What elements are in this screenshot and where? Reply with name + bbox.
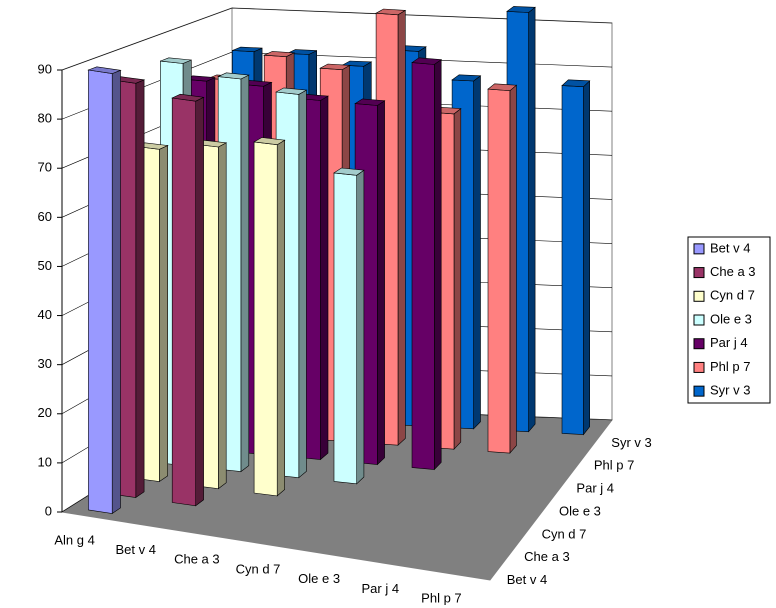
bar <box>87 66 122 515</box>
grid-line <box>61 7 613 71</box>
x-tick-label: Ole e 3 <box>298 571 340 586</box>
bar-side <box>276 139 286 497</box>
bar-side <box>509 84 517 454</box>
bar-front <box>171 97 196 507</box>
bar-top <box>275 87 308 95</box>
bar-top <box>506 6 536 13</box>
bar-top <box>354 98 386 106</box>
y-tick-label: 70 <box>38 160 52 175</box>
bar-top <box>341 60 373 67</box>
bar-top <box>319 63 351 71</box>
x-tick-label: Cyn d 7 <box>236 561 281 576</box>
bar <box>561 79 591 436</box>
depth-tick-label: Che a 3 <box>524 549 570 564</box>
y-tick-label: 60 <box>38 209 52 224</box>
bar-side <box>298 89 307 479</box>
x-tick-label: Par j 4 <box>361 581 399 596</box>
y-tick-label: 40 <box>38 307 52 322</box>
bar-top <box>232 46 263 53</box>
bar-top <box>160 57 192 64</box>
legend-swatch <box>693 361 705 373</box>
bar-top <box>171 93 205 102</box>
bar <box>487 83 518 454</box>
y-tick-label: 30 <box>38 356 52 371</box>
legend-label: Par j 4 <box>710 335 748 350</box>
bar-top <box>253 137 286 146</box>
bar-side <box>356 169 365 485</box>
bar-side <box>135 79 145 499</box>
y-tick-label: 80 <box>38 111 52 126</box>
bar-side <box>320 95 329 461</box>
bar-top <box>451 74 482 82</box>
legend-swatch <box>693 243 705 255</box>
y-tick-label: 10 <box>38 454 52 469</box>
bar-top <box>375 8 407 16</box>
bar-top <box>487 83 518 92</box>
bar-top <box>287 49 317 55</box>
legend-label: Cyn d 7 <box>710 288 755 303</box>
bar-front <box>333 172 358 485</box>
x-tick-label: Phl p 7 <box>421 591 461 606</box>
bar-top <box>411 57 443 65</box>
y-tick-label: 50 <box>38 258 52 273</box>
legend-swatch <box>693 385 705 397</box>
y-tick-label: 20 <box>38 405 52 420</box>
x-tick-label: Bet v 4 <box>115 542 155 557</box>
bar-top <box>87 66 122 74</box>
bar <box>333 167 365 485</box>
bar-front <box>88 69 113 514</box>
legend-label: Syr v 3 <box>710 383 750 398</box>
bar-side <box>218 142 227 490</box>
depth-tick-label: Ole e 3 <box>559 503 601 518</box>
bar-side <box>473 75 481 430</box>
bar <box>253 137 286 497</box>
legend-swatch <box>693 267 705 279</box>
bar-side <box>377 100 385 466</box>
x-tick-label: Aln g 4 <box>54 532 94 547</box>
bar-top <box>217 72 250 80</box>
bar-top <box>263 51 296 58</box>
legend-swatch <box>693 314 705 326</box>
y-tick-label: 90 <box>38 61 52 76</box>
depth-tick-label: Bet v 4 <box>507 572 547 587</box>
bar-front <box>253 141 278 497</box>
depth-tick-label: Par j 4 <box>576 481 614 496</box>
legend-swatch <box>693 338 705 350</box>
bar-side <box>583 80 591 436</box>
bar-side <box>453 107 462 450</box>
x-tick-label: Che a 3 <box>174 552 220 567</box>
legend-label: Ole e 3 <box>710 311 752 326</box>
bar-top <box>333 167 365 176</box>
bar <box>171 93 205 507</box>
legend-label: Che a 3 <box>710 264 756 279</box>
depth-tick-label: Phl p 7 <box>594 458 634 473</box>
bar-side <box>240 74 250 473</box>
legend-swatch <box>693 290 705 302</box>
bar-side <box>433 59 442 471</box>
bar-top <box>561 79 591 88</box>
depth-tick-label: Syr v 3 <box>611 435 651 450</box>
bar-side <box>159 145 168 483</box>
bar-side <box>195 96 204 507</box>
bar-side <box>397 9 406 446</box>
bar-side <box>111 69 121 515</box>
y-tick-label: 0 <box>45 503 52 518</box>
depth-tick-label: Cyn d 7 <box>542 526 587 541</box>
bar-front <box>487 88 511 454</box>
legend-label: Bet v 4 <box>710 240 750 255</box>
bar-front <box>411 62 435 470</box>
bar-front <box>561 85 584 435</box>
bar-side <box>528 6 536 433</box>
legend-label: Phl p 7 <box>710 359 750 374</box>
bar <box>411 57 443 471</box>
